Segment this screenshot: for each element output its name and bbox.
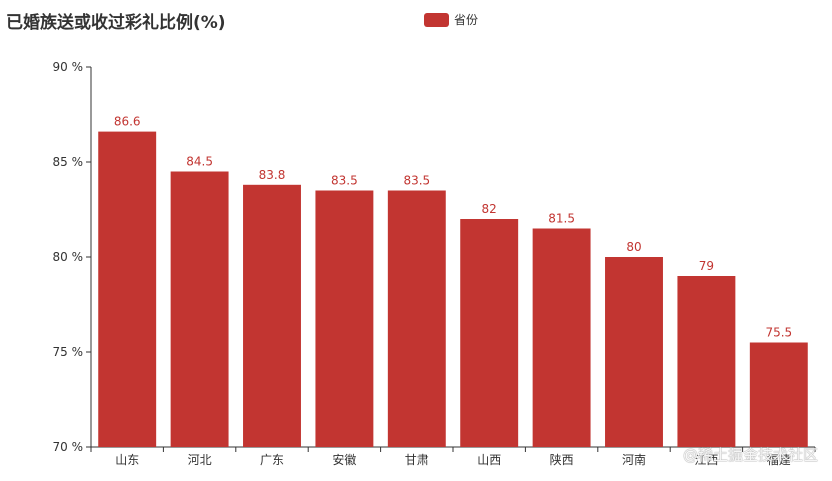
bar[interactable] <box>532 228 591 448</box>
y-tick-label: 85 % <box>53 155 84 169</box>
x-tick-label: 山东 <box>115 453 139 467</box>
watermark: @稀土掘金技术社区 <box>682 446 818 464</box>
y-tick-label: 70 % <box>53 440 84 454</box>
bar[interactable] <box>749 342 808 448</box>
bar[interactable] <box>98 131 157 447</box>
data-label: 86.6 <box>114 115 141 129</box>
bar[interactable] <box>243 184 301 448</box>
x-tick-label: 陕西 <box>550 452 574 467</box>
x-tick-label: 江西 <box>694 453 718 467</box>
x-tick-label: 福建 <box>767 452 791 467</box>
y-tick-label: 75 % <box>53 345 84 359</box>
data-label: 79 <box>699 259 714 273</box>
x-tick-label: 安徽 <box>332 452 356 467</box>
y-tick-label: 80 % <box>53 250 84 264</box>
data-label: 82 <box>482 202 497 216</box>
x-tick-label: 甘肃 <box>405 453 429 467</box>
data-label: 83.8 <box>259 168 286 182</box>
data-label: 83.5 <box>331 174 358 188</box>
chart-title: 已婚族送或收过彩礼比例(%) <box>6 13 226 33</box>
y-tick-label: 90 % <box>53 60 84 74</box>
bar[interactable] <box>605 257 663 447</box>
x-tick-label: 河北 <box>188 453 212 467</box>
bar[interactable] <box>677 276 736 447</box>
legend-swatch <box>424 12 449 27</box>
legend-label: 省份 <box>454 13 479 27</box>
data-label: 75.5 <box>765 326 792 340</box>
bar[interactable] <box>387 190 446 448</box>
data-label: 80 <box>626 240 641 254</box>
data-label: 83.5 <box>403 174 430 188</box>
x-tick-label: 山西 <box>477 453 501 467</box>
bar[interactable] <box>170 171 229 448</box>
legend[interactable]: 省份 <box>424 11 478 28</box>
bar[interactable] <box>315 190 374 448</box>
x-tick-label: 河南 <box>622 452 646 467</box>
data-label: 84.5 <box>186 155 213 169</box>
bar[interactable] <box>460 219 519 447</box>
x-tick-label: 广东 <box>260 453 284 467</box>
data-label: 81.5 <box>548 212 575 226</box>
